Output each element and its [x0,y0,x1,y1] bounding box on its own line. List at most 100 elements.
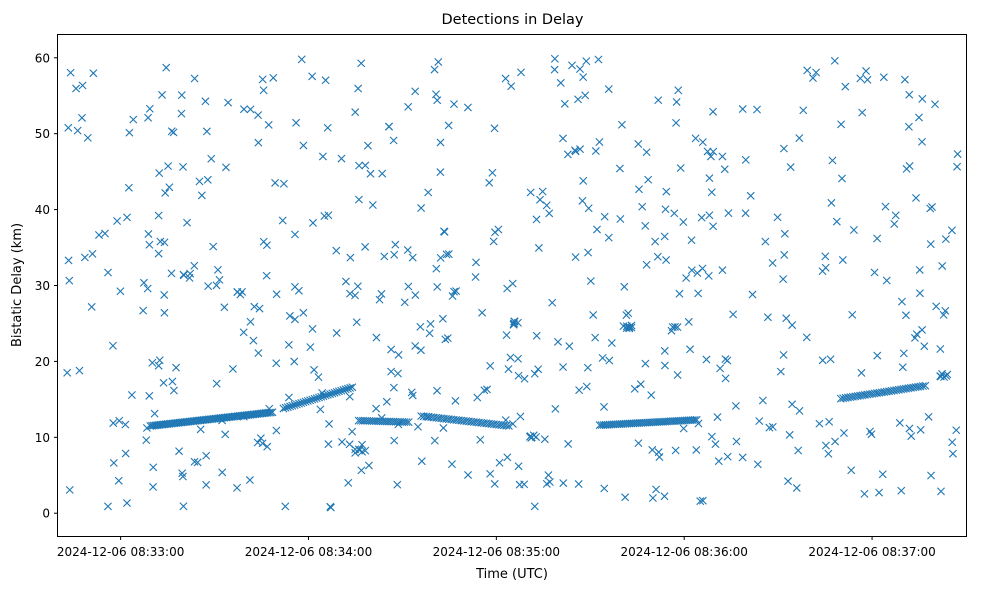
data-point [660,492,669,501]
data-point [788,321,797,330]
data-point [875,488,884,497]
y-tick-label: 10 [35,431,50,445]
data-point [332,246,341,255]
data-point [290,230,299,239]
data-point [594,55,603,64]
data-point [139,278,148,287]
data-point [301,397,310,406]
data-point [591,333,600,342]
data-point [746,191,755,200]
data-point [361,242,370,251]
data-point [83,133,92,142]
data-point [600,212,609,221]
data-point [792,483,801,492]
data-point [591,147,600,156]
data-point [332,388,341,397]
data-point [463,103,472,112]
data-point [269,73,278,82]
data-point [436,253,445,262]
data-point [630,384,639,393]
data-point [439,227,448,236]
data-point [178,472,187,481]
data-point [780,229,789,238]
data-point [363,141,372,150]
y-tick-label: 30 [35,279,50,293]
data-point [907,432,916,441]
data-point [652,485,661,494]
data-point [520,480,529,489]
data-point [262,271,271,280]
data-point [63,368,72,377]
data-point [314,393,323,402]
data-point [355,161,364,170]
data-point [506,353,515,362]
y-tick-label: 0 [42,507,50,521]
data-point [167,269,176,278]
data-point [711,440,720,449]
data-point [636,380,645,389]
data-point [707,432,716,441]
data-point [249,336,258,345]
data-point [354,84,363,93]
data-point [662,256,671,265]
data-point [66,68,75,77]
data-point [190,457,199,466]
data-point [476,435,485,444]
data-point [355,446,364,455]
data-points [63,54,962,512]
data-point [900,75,909,84]
data-point [862,67,871,76]
data-point [486,469,495,478]
data-point [860,489,869,498]
data-point [212,379,221,388]
data-point [207,154,216,163]
data-point [912,330,921,339]
data-point [540,435,549,444]
data-point [215,275,224,284]
data-point [122,499,131,508]
data-point [947,226,956,235]
data-point [317,392,326,401]
data-point [265,408,274,417]
data-point [404,102,413,111]
data-point [254,138,263,147]
data-point [932,302,941,311]
data-point [334,387,343,396]
data-point [346,383,355,392]
data-point [558,134,567,143]
data-point [593,225,601,234]
data-point [212,281,221,290]
data-point [916,425,925,434]
data-point [375,295,384,304]
data-point [155,356,164,365]
data-point [488,168,497,177]
data-point [321,76,330,85]
data-point [849,226,858,234]
data-point [402,418,411,427]
data-point [948,438,957,447]
data-point [808,74,817,83]
data-point [830,56,839,65]
data-point [818,267,827,276]
data-point [574,95,583,104]
data-point [936,345,945,354]
data-point [393,369,402,378]
data-point [672,118,681,127]
x-axis-label: Time (UTC) [475,567,548,582]
data-point [473,393,482,402]
data-point [345,392,354,401]
data-point [674,86,683,95]
data-point [159,378,168,387]
data-point [271,178,280,187]
data-point [542,201,551,210]
data-point [698,138,707,147]
data-point [414,422,422,431]
data-point [221,430,230,439]
data-point [661,205,670,214]
data-point [175,447,184,456]
data-point [705,174,714,183]
data-point [160,238,169,247]
data-point [290,315,299,324]
data-point [870,268,879,277]
data-point [297,55,306,64]
